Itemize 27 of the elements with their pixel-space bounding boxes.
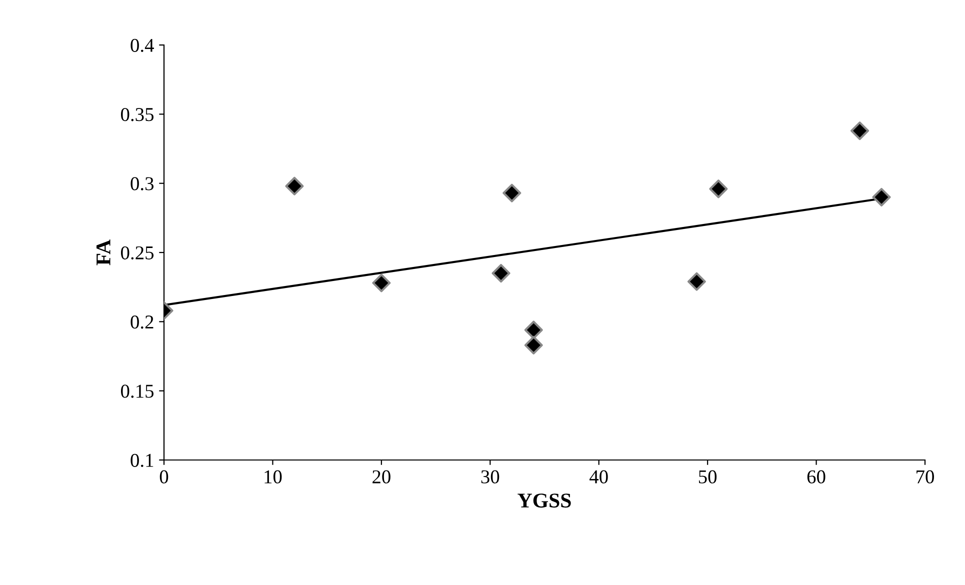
x-tick-label: 10 — [264, 470, 282, 484]
point — [524, 336, 543, 354]
x-tick-label: 30 — [481, 470, 500, 484]
x-tick-label: 60 — [807, 470, 826, 484]
y-tick-label: 0.25 — [120, 246, 154, 260]
y-tick-label: 0.1 — [130, 454, 154, 468]
point — [872, 188, 891, 206]
point — [502, 184, 522, 202]
point — [709, 180, 728, 198]
point — [492, 264, 510, 283]
y-tick-label: 0.4 — [130, 38, 154, 52]
point — [285, 176, 304, 196]
y-tick-label: 0.3 — [130, 177, 154, 190]
x-tick-label: 0 — [160, 470, 168, 484]
x-tick-label: 40 — [590, 470, 608, 484]
x-axis-title: YGSS — [518, 494, 571, 508]
point — [524, 320, 543, 340]
point — [687, 272, 706, 291]
y-tick-label: 0.15 — [120, 384, 154, 398]
x-tick-label: 20 — [372, 470, 390, 484]
x-tick-label: 70 — [916, 470, 934, 484]
x-tick-label: 50 — [698, 470, 717, 484]
y-tick-label: 0.2 — [130, 315, 154, 329]
y-axis-title: FA — [96, 240, 110, 266]
point — [372, 274, 391, 292]
y-tick-label: 0.35 — [120, 108, 154, 122]
point — [850, 122, 870, 140]
